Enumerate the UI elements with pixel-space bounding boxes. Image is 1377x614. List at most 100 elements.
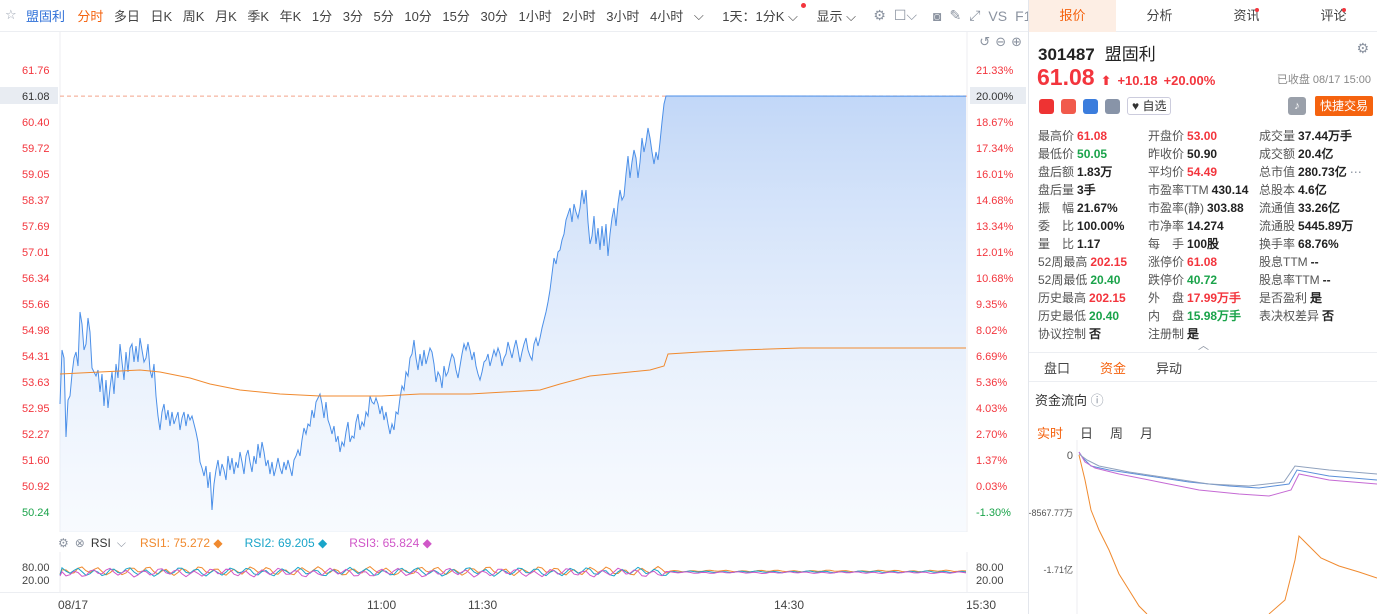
stat-label: 最低价 [1038, 147, 1075, 161]
stat-value: 17.99万手 [1187, 291, 1242, 305]
vs-button[interactable]: VS [988, 7, 1008, 24]
bell-icon[interactable]: ♪ [1288, 97, 1306, 115]
pct-axis-label: 17.34% [976, 143, 1014, 155]
star-icon[interactable]: ☆ [5, 7, 17, 22]
period-tab[interactable]: 10分 [404, 9, 432, 24]
indicator-name[interactable]: RSI [90, 536, 111, 550]
period-tab[interactable]: 周K [182, 9, 205, 24]
add-favorite-button[interactable]: ♥ 自选 [1127, 97, 1172, 115]
rsi3-number: 65.824 [382, 536, 420, 550]
quote-tab[interactable]: 分析 [1116, 0, 1203, 32]
section-tab[interactable]: 盘口 [1043, 360, 1070, 376]
rsi-line-1 [59, 565, 967, 577]
lightning-icon[interactable] [1061, 98, 1076, 114]
display-label: 显示 [816, 9, 843, 24]
reset-icon[interactable]: ↺ [979, 34, 991, 49]
price-line [59, 95, 967, 511]
chevron-up-icon[interactable]: ︿ [1198, 340, 1209, 352]
quote-tab[interactable]: 报价 [1029, 0, 1116, 32]
indicator-bar: ⚙ ⊗ RSI ⌵ RSI1: 75.272 ◆ RSI2: 69.205 ◆ … [58, 534, 432, 552]
section-tab[interactable]: 异动 [1155, 360, 1182, 376]
price-axis-label: 59.05 [22, 169, 50, 181]
pencil-icon[interactable]: ✎ [949, 7, 962, 23]
info-icon[interactable]: ⓘ [1090, 393, 1104, 408]
gear-icon[interactable]: ⚙ [1356, 40, 1369, 56]
settings-icon[interactable]: ⚙ [58, 536, 69, 550]
stat-label: 最高价 [1038, 129, 1075, 143]
stat-label: 跌停价 [1148, 273, 1185, 287]
period-tab[interactable]: 分时 [77, 9, 104, 24]
period-tab[interactable]: 年K [279, 9, 302, 24]
document-icon[interactable] [1105, 98, 1120, 114]
stat-label: 开盘价 [1148, 129, 1185, 143]
stat-label: 股息TTM [1259, 255, 1308, 269]
zoom-out-icon[interactable]: ⊖ [995, 34, 1007, 49]
pct-axis-label: 1.37% [976, 455, 1007, 467]
tag-icon[interactable] [1083, 98, 1098, 114]
flow-tab[interactable]: 周 [1110, 426, 1124, 441]
period-tab[interactable]: 月K [215, 9, 237, 24]
stat-label: 是否盈利 [1259, 291, 1308, 305]
fund-flow-title: 资金流向 ⓘ [1035, 390, 1104, 409]
square-select-icon[interactable]: ☐⌵ [893, 7, 918, 23]
stats-row: 52周最低 20.40 跌停价 40.72 股息率TTM -- [1038, 271, 1374, 289]
stat-cell: 总股本 4.6亿 [1259, 181, 1374, 199]
fullscreen-icon[interactable]: ⤢ [969, 7, 981, 23]
zoom-in-icon[interactable]: ⊕ [1011, 34, 1022, 49]
quick-trade-button[interactable]: 快捷交易 [1315, 96, 1373, 116]
stat-label: 市净率 [1148, 219, 1185, 233]
rsi-line-3 [59, 567, 967, 578]
period-tab[interactable]: 2小时 [562, 9, 596, 24]
stat-cell: 涨停价 61.08 [1148, 253, 1259, 271]
period-tab[interactable]: 1小时 [518, 9, 552, 24]
period-tab[interactable]: 日K [150, 9, 173, 24]
period-tab[interactable]: 3分 [342, 9, 363, 24]
chevron-down-icon[interactable]: ⌵ [116, 535, 126, 550]
stat-cell: 52周最低 20.40 [1038, 271, 1148, 289]
camera-icon[interactable]: ◙ [933, 7, 942, 24]
time-label: 11:00 [367, 598, 397, 612]
quote-tab[interactable]: 资讯 [1203, 0, 1290, 32]
period-tab[interactable]: 3小时 [606, 9, 640, 24]
period-tab[interactable]: 多日 [113, 9, 140, 24]
quote-tab[interactable]: 评论 [1290, 0, 1377, 32]
more-icon[interactable]: ⋯ [1349, 165, 1362, 179]
panel-divider [1028, 0, 1029, 614]
flow-tab[interactable]: 实时 [1037, 426, 1064, 441]
period-combo-select[interactable]: 1天：1分K ⌵ [717, 3, 807, 25]
period-tab[interactable]: 1分 [311, 9, 333, 24]
stat-cell: 开盘价 53.00 [1148, 127, 1259, 145]
stock-title: 301487 盟固利 [1038, 40, 1156, 65]
display-dropdown[interactable]: 显示 ⌵ [816, 9, 856, 24]
gear-icon[interactable]: ⚙ [873, 7, 886, 23]
period-tab[interactable]: 5分 [373, 9, 394, 24]
stock-title-name: 盟固利 [1104, 45, 1156, 64]
pct-axis-label: 13.34% [976, 221, 1014, 233]
period-tab[interactable]: 季K [247, 9, 269, 24]
stat-label: 表决权差异 [1259, 309, 1320, 323]
rsi1-number: 75.272 [173, 536, 211, 550]
intraday-chart[interactable]: 61.76 21.33% 61.08 20.00% 60.40 18.67% 59.72 17… [0, 32, 1028, 533]
stock-name-tab[interactable]: ☆ 盟固利 [0, 6, 72, 25]
period-tab[interactable]: 4小时 [650, 9, 684, 24]
stats-row: 历史最低 20.40 内 盘 15.98万手 表决权差异否 [1038, 307, 1374, 325]
stat-cell: 盘后额 1.83万 [1038, 163, 1148, 181]
section-tab[interactable]: 资金 [1099, 360, 1126, 376]
stat-label: 盘后量 [1038, 183, 1075, 197]
time-label: 11:30 [468, 598, 498, 612]
flow-tab[interactable]: 日 [1080, 426, 1094, 441]
close-icon[interactable]: ⊗ [74, 536, 85, 550]
period-tab[interactable]: 15分 [442, 9, 470, 24]
chevron-down-icon[interactable]: ⌵ [693, 7, 704, 23]
china-flag-icon[interactable] [1039, 98, 1054, 114]
stat-label: 协议控制 [1038, 327, 1087, 341]
flow-axis-label: 0 [1067, 450, 1073, 462]
price-axis-label: 50.24 [22, 507, 50, 519]
stat-label: 52周最高 [1038, 255, 1088, 269]
stats-row: 最高价 61.08 开盘价 53.00 成交量 37.44万手 [1038, 127, 1374, 145]
price-axis-label: 54.31 [22, 351, 50, 363]
price-highlight-box [0, 87, 58, 104]
period-tab[interactable]: 30分 [480, 9, 508, 24]
flow-tab[interactable]: 月 [1140, 426, 1154, 441]
